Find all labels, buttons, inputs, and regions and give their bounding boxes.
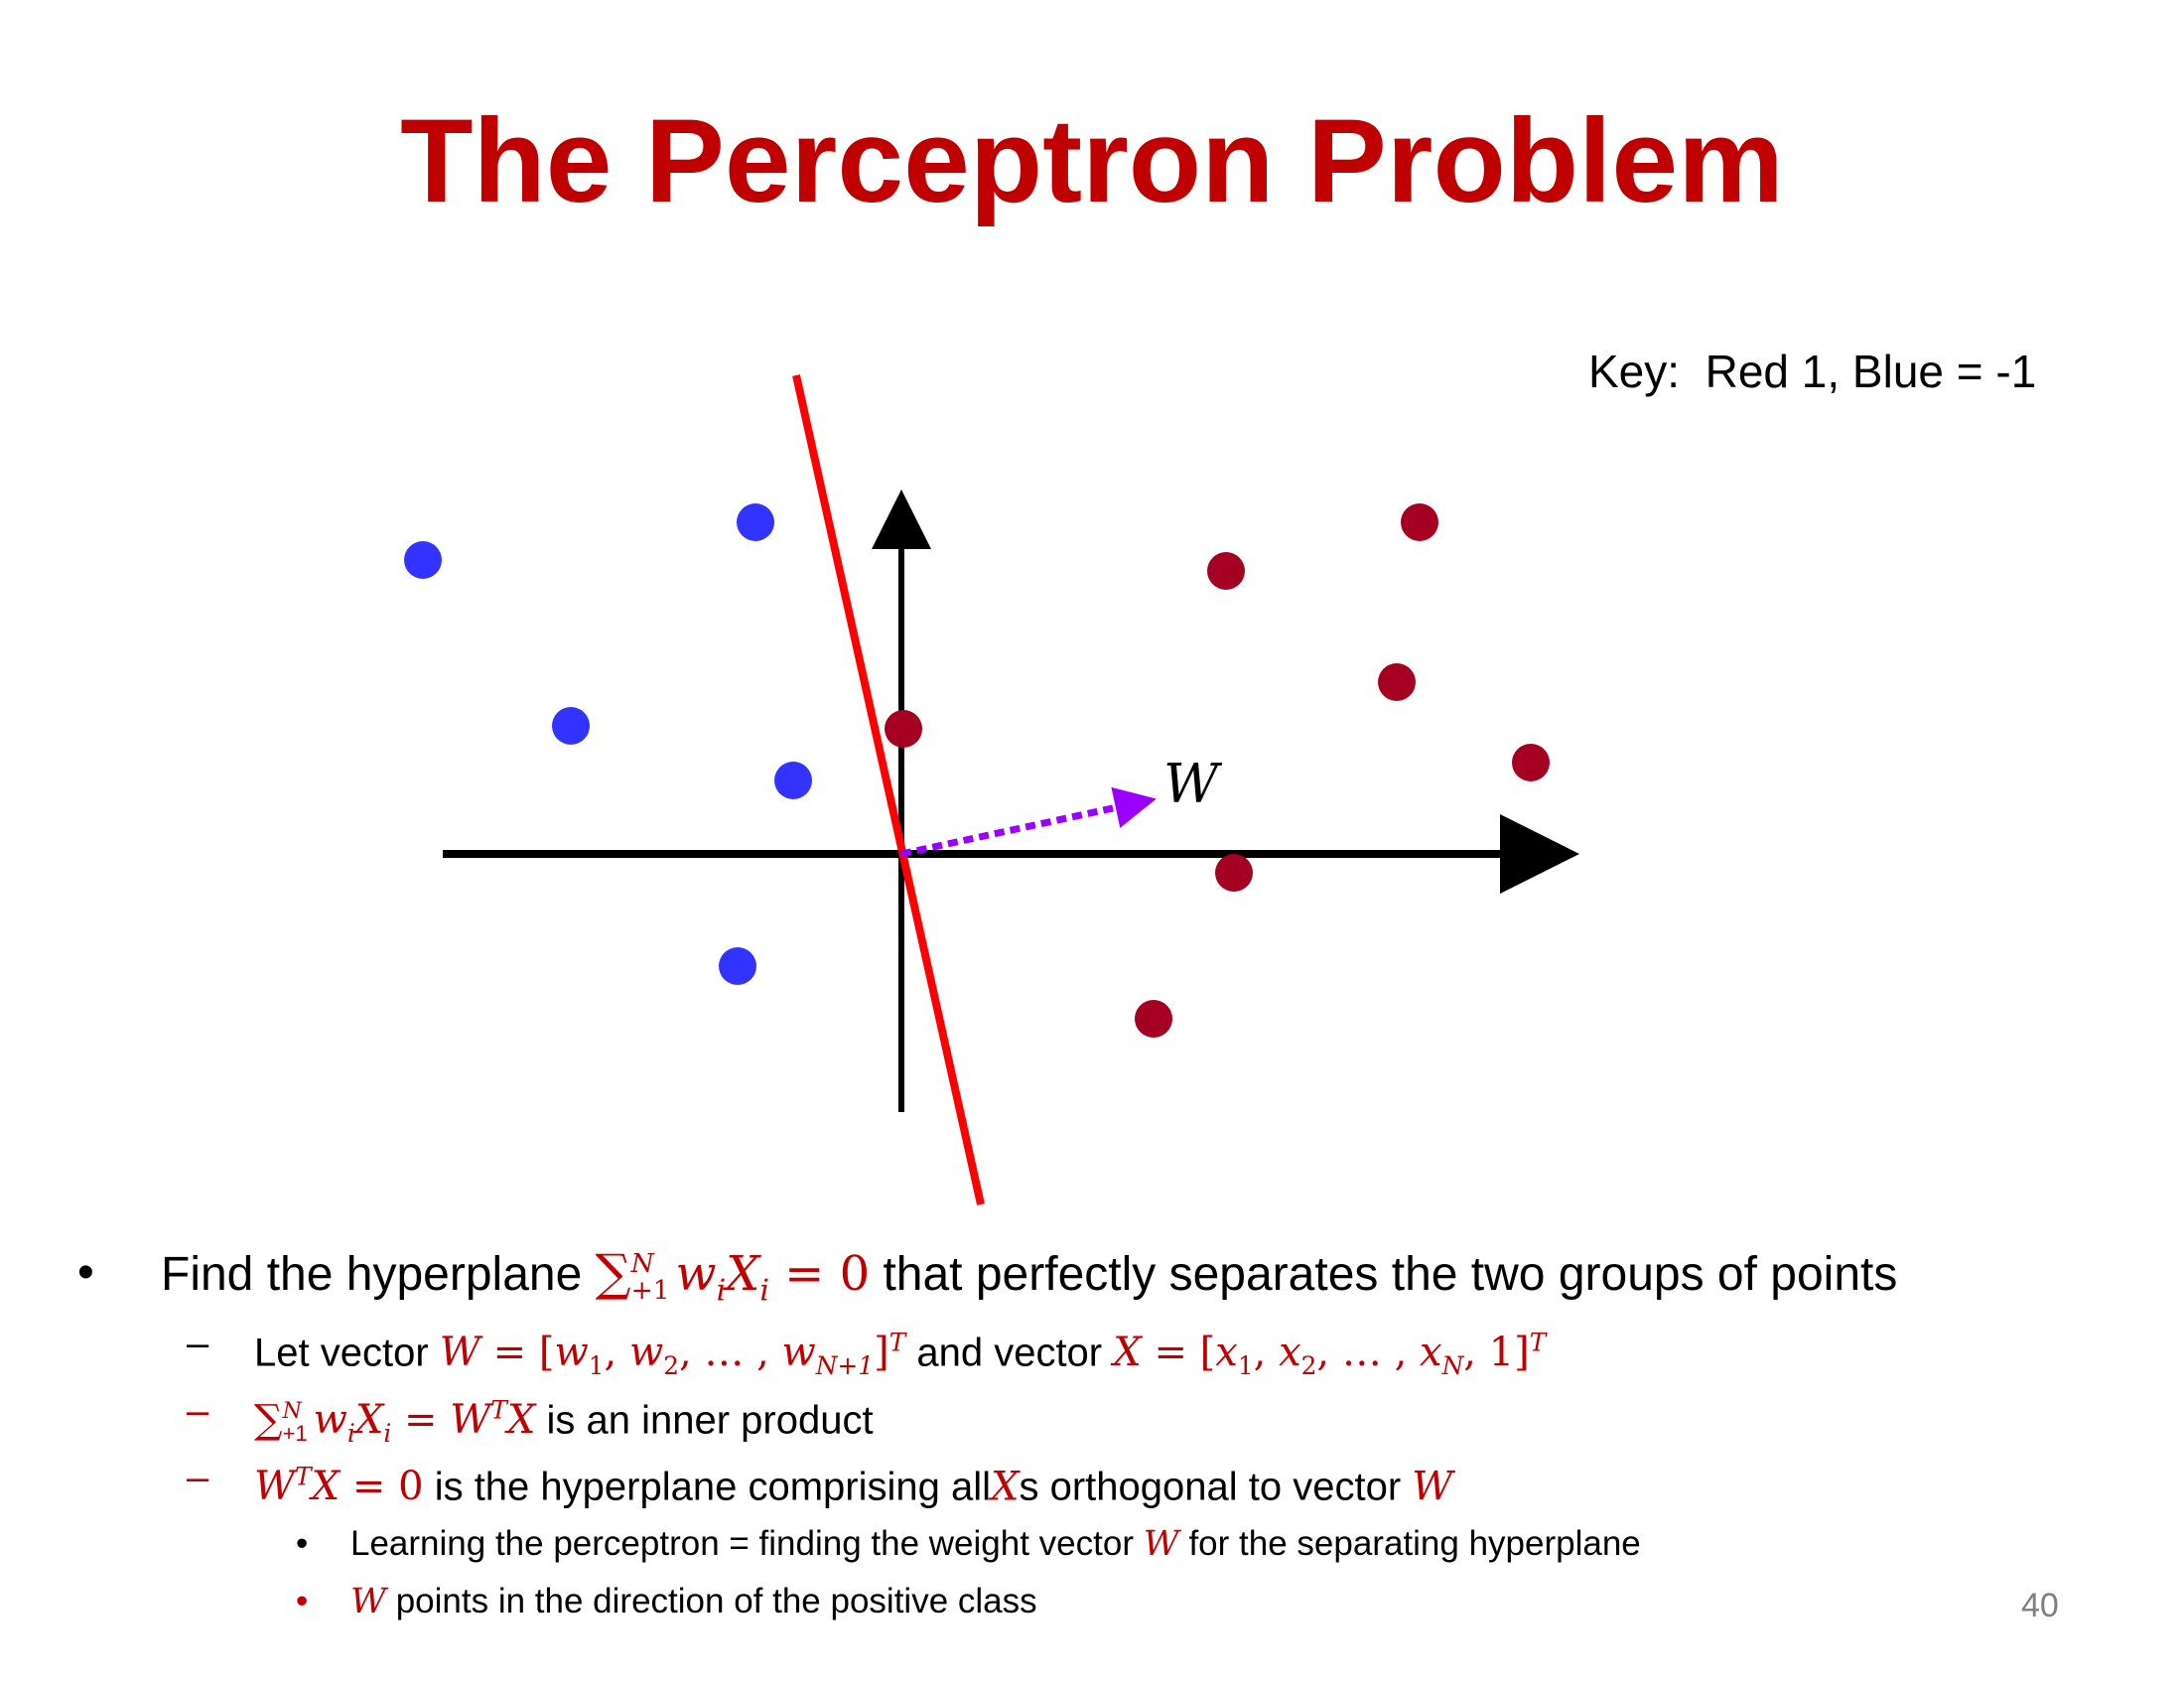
bullet-text: that perfectly separates the two groups …	[883, 1248, 1898, 1301]
bullet-marker: •	[77, 1246, 94, 1299]
negative-point	[774, 762, 812, 799]
bullet-direction: W points in the direction of the positiv…	[350, 1582, 1037, 1621]
separating-hyperplane	[792, 374, 985, 1205]
dash-marker: –	[187, 1456, 209, 1499]
inner-product-formula: ∑ N +1 wiXi = WTX	[254, 1396, 536, 1449]
bullet-text: s orthogonal to vector	[1019, 1465, 1402, 1509]
bullet-text: is an inner product	[546, 1398, 874, 1443]
bullet-text: points in the direction of the positive …	[395, 1582, 1037, 1620]
bullet-marker: •	[296, 1582, 309, 1620]
positive-point	[1378, 663, 1416, 701]
positive-point	[1207, 552, 1245, 590]
negative-point	[552, 707, 590, 745]
dash-marker: –	[187, 1389, 209, 1433]
negative-point	[404, 541, 442, 579]
legend-key: Key: Red 1, Blue = -1	[1588, 346, 2037, 397]
positive-point	[1512, 744, 1550, 781]
w-definition: W = [w1, w2, … , wN+1]T	[439, 1329, 906, 1381]
dash-marker: –	[187, 1322, 209, 1365]
bullet-marker: •	[296, 1524, 309, 1563]
bullet-text: and vector	[916, 1331, 1103, 1375]
bullet-hyperplane-orthogonal: WTX = 0 is the hyperplane comprising all…	[254, 1463, 1453, 1510]
bullet-text: is the hyperplane comprising all	[434, 1465, 991, 1509]
bullet-text: Learning the perceptron = finding the we…	[350, 1524, 1134, 1563]
bullet-find-hyperplane: Find the hyperplane ∑ N +1 wiXi = 0 that pe…	[161, 1243, 1898, 1309]
bullet-let-vector: Let vector W = [w1, w2, … , wN+1]T and v…	[254, 1318, 1546, 1392]
bullet-text: Let vector	[254, 1331, 429, 1375]
bullet-text: Find the hyperplane	[161, 1248, 583, 1301]
slide-title: The Perceptron Problem	[400, 94, 1784, 227]
negative-point	[719, 947, 756, 985]
positive-point	[1135, 1000, 1172, 1038]
bullet-text: for the separating hyperplane	[1188, 1524, 1641, 1563]
bullet-inner-product: ∑ N +1 wiXi = WTX is an inner product	[254, 1385, 874, 1460]
weight-vector	[900, 786, 1157, 858]
page-number: 40	[2021, 1587, 2059, 1624]
bullet-learning: Learning the perceptron = finding the we…	[350, 1524, 1641, 1564]
positive-point	[885, 710, 922, 748]
positive-point	[1215, 854, 1253, 892]
sum-formula: ∑ N +1	[595, 1243, 670, 1306]
weight-vector-label: W	[1163, 753, 1223, 815]
positive-point	[1401, 503, 1438, 541]
hyperplane-formula: WTX = 0	[254, 1463, 424, 1510]
formula-text: wiXi	[675, 1246, 769, 1309]
x-definition: X = [x1, x2, … , xN, 1]T	[1113, 1329, 1547, 1381]
negative-point	[737, 503, 774, 541]
